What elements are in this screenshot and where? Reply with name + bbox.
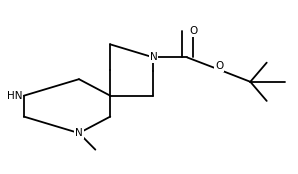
Text: O: O: [190, 26, 198, 36]
Text: HN: HN: [7, 91, 22, 101]
Text: N: N: [150, 52, 157, 62]
Text: O: O: [215, 61, 223, 72]
Text: N: N: [75, 128, 83, 138]
